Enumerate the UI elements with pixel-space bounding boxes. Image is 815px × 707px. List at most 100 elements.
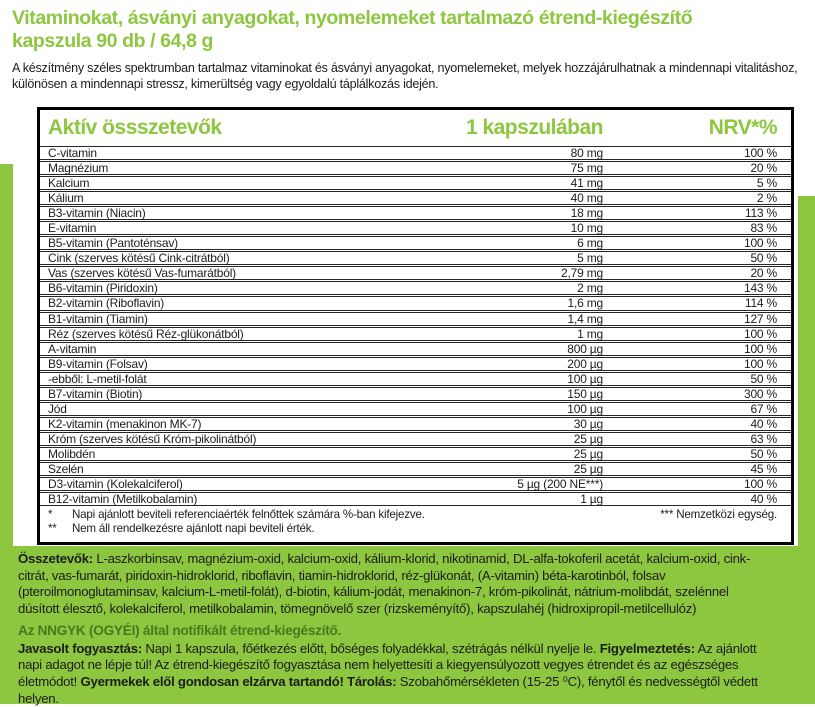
ingredient-name: D3-vitamin (Kolekalciferol) — [48, 477, 183, 492]
table-row: B7-vitamin (Biotin) 150 µg 300 % — [40, 386, 791, 401]
ingredient-name: Kalcium — [48, 176, 90, 191]
ingredient-amount: 100 µg — [567, 371, 603, 386]
table-row: A-vitamin 800 µg 100 % — [40, 341, 791, 356]
footnote-2: ** Nem áll rendelkezésre ajánlott napi b… — [48, 522, 425, 536]
table-row: Króm (szerves kötésű Króm-pikolinátból) 2… — [40, 431, 791, 446]
table-row: C-vitamin 80 mg 100 % — [40, 146, 791, 161]
product-description: A készítmény széles spektrumban tartalma… — [12, 61, 798, 92]
table-row: Magnézium 75 mg 20 % — [40, 161, 791, 176]
table-row: Kalcium 41 mg 5 % — [40, 176, 791, 191]
ingredient-name: B2-vitamin (Riboflavin) — [48, 296, 165, 311]
ingredient-nrv: 50 % — [750, 446, 777, 461]
ingredient-amount: 2 mg — [577, 281, 603, 296]
ingredient-name: Réz (szerves kötésű Réz-glükonátból) — [48, 326, 244, 341]
ingredient-amount: 200 µg — [567, 356, 603, 371]
ingredient-amount: 30 µg — [573, 416, 603, 431]
footnote-1-text: Napi ajánlott beviteli referenciaérték f… — [72, 508, 425, 521]
ingredient-name: E-vitamin — [48, 221, 97, 236]
ingredient-amount: 1,6 mg — [567, 296, 604, 311]
ingredient-amount: 6 mg — [577, 236, 603, 251]
table-row: Vas (szerves kötésű Vas-fumarátból) 2,79 … — [40, 266, 791, 281]
ingredient-name: Cink (szerves kötésű Cink-citrátból) — [48, 251, 230, 266]
ingredient-amount: 150 µg — [567, 386, 603, 401]
ingredient-name: Szelén — [48, 462, 84, 476]
ingredient-name: Jód — [48, 401, 67, 416]
ingredients-table-header: Aktív össszetevők 1 kapszulában NRV*% — [40, 110, 791, 147]
ingredient-name: B6-vitamin (Piridoxin) — [48, 281, 158, 296]
ingredient-name: B12-vitamin (Metilkobalamin) — [48, 492, 198, 507]
ingredient-name: Vas (szerves kötésű Vas-fumarátból) — [48, 266, 236, 281]
ingredient-nrv: 45 % — [750, 462, 777, 476]
notification-line: Az NNGYK (OGYÉI) által notifikált étrend… — [18, 622, 342, 638]
table-row: Szelén 25 µg 45 % — [40, 461, 791, 477]
footnote-1: * Napi ajánlott beviteli referenciaérték… — [48, 508, 425, 522]
ingredient-name: B1-vitamin (Tiamin) — [48, 311, 148, 326]
ingredient-nrv: 100 % — [743, 341, 777, 356]
column-header-nrv: NRV*% — [708, 116, 778, 139]
ingredients-table: Aktív össszetevők 1 kapszulában NRV*% C-… — [37, 107, 794, 545]
ingredient-nrv: 143 % — [743, 281, 777, 296]
footnote-2-text: Nem áll rendelkezésre ajánlott napi bevi… — [72, 522, 315, 536]
ingredient-amount: 100 µg — [567, 401, 603, 416]
ingredient-name: Magnézium — [48, 161, 109, 176]
storage-label: Tárolás: — [343, 673, 397, 689]
ingredient-nrv: 40 % — [750, 492, 777, 507]
ingredient-amount: 1,4 mg — [567, 311, 604, 326]
table-row: K2-vitamin (menakinon MK-7) 30 µg 40 % — [40, 416, 791, 431]
ingredient-nrv: 100 % — [743, 146, 777, 161]
table-row: B3-vitamin (Niacin) 18 mg 113 % — [40, 206, 791, 221]
column-header-per-capsule: 1 kapszulában — [465, 116, 604, 139]
ingredient-amount: 41 mg — [570, 176, 604, 191]
ingredient-name: C-vitamin — [48, 146, 97, 161]
ingredients-table-footnotes: * Napi ajánlott beviteli referenciaérték… — [40, 506, 791, 542]
table-row: D3-vitamin (Kolekalciferol) 5 µg (200 NE*… — [40, 477, 791, 492]
table-row: Kálium 40 mg 2 % — [40, 191, 791, 206]
storage-text: Szobahőmérsékleten (15-25 ⁰C), fénytől é… — [18, 673, 758, 706]
left-green-bar — [0, 164, 13, 547]
usage-text: Napi 1 kapszula, főétkezés előtt, bősége… — [142, 640, 600, 656]
ingredient-amount: 40 mg — [570, 191, 604, 206]
product-title-line1: Vitaminokat, ásványi anyagokat, nyomelem… — [12, 7, 693, 29]
ingredient-nrv: 127 % — [743, 311, 777, 326]
ingredient-nrv: 40 % — [750, 416, 777, 431]
ingredients-paragraph: Összetevők: L-aszkorbinsav, magnézium-ox… — [18, 551, 773, 618]
ingredient-name: Króm (szerves kötésű Króm-pikolinátból) — [48, 431, 257, 446]
ingredient-nrv: 114 % — [744, 296, 777, 311]
ingredient-amount: 25 µg — [573, 462, 603, 476]
ingredient-amount: 5 µg (200 NE***) — [517, 477, 603, 492]
ingredient-amount: 25 µg — [573, 431, 603, 446]
ingredient-nrv: 100 % — [743, 356, 777, 371]
ingredient-nrv: 2 % — [756, 191, 777, 206]
ingredient-name: -ebből: L-metil-folát — [48, 371, 147, 386]
table-row: E-vitamin 10 mg 83 % — [40, 221, 791, 236]
right-green-bar — [798, 196, 815, 547]
product-title-line2: kapszula 90 db / 64,8 g — [12, 30, 214, 52]
footnotes-left: * Napi ajánlott beviteli referenciaérték… — [48, 508, 425, 542]
ingredient-nrv: 100 % — [743, 236, 777, 251]
ingredient-amount: 2,79 mg — [561, 266, 603, 281]
ingredients-table-body: C-vitamin 80 mg 100 % Magnézium 75 mg 20 % Kal… — [40, 146, 791, 507]
table-row: Jód 100 µg 67 % — [40, 401, 791, 416]
ingredient-nrv: 83 % — [750, 221, 777, 236]
table-row: Réz (szerves kötésű Réz-glükonátból) 1 mg… — [40, 326, 791, 341]
footnote-1-marker: * — [48, 508, 53, 521]
ingredient-nrv: 113 % — [744, 206, 777, 221]
ingredient-nrv: 100 % — [743, 326, 777, 341]
ingredient-amount: 10 mg — [570, 221, 604, 236]
ingredient-amount: 75 mg — [570, 161, 604, 176]
warning-label: Figyelmeztetés: — [599, 640, 695, 656]
ingredient-amount: 25 µg — [573, 446, 603, 461]
ingredient-nrv: 50 % — [750, 251, 777, 266]
ingredients-label: Összetevők: — [18, 551, 93, 566]
ingredient-nrv: 20 % — [750, 161, 777, 176]
ingredient-nrv: 50 % — [750, 371, 777, 386]
table-row: B2-vitamin (Riboflavin) 1,6 mg 114 % — [40, 296, 791, 311]
table-row: B5-vitamin (Pantoténsav) 6 mg 100 % — [40, 236, 791, 251]
usage-paragraph: Javasolt fogyasztás: Napi 1 kapszula, fő… — [18, 641, 773, 707]
ingredient-name: B7-vitamin (Biotin) — [48, 386, 143, 401]
ingredient-name: B9-vitamin (Folsav) — [48, 356, 148, 371]
table-row: B6-vitamin (Piridoxin) 2 mg 143 % — [40, 281, 791, 296]
column-header-ingredient: Aktív össszetevők — [48, 116, 222, 139]
table-row: Molibdén 25 µg 50 % — [40, 446, 791, 461]
ingredient-nrv: 5 % — [756, 176, 777, 191]
